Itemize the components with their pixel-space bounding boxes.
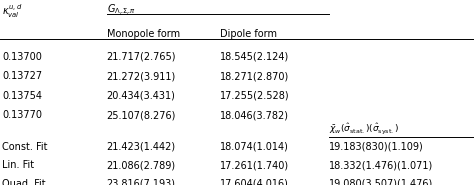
Text: 0.13754: 0.13754 <box>2 91 42 101</box>
Text: 21.272(3.911): 21.272(3.911) <box>107 71 176 81</box>
Text: 18.271(2.870): 18.271(2.870) <box>220 71 290 81</box>
Text: $\kappa^{u,d}_{val}$: $\kappa^{u,d}_{val}$ <box>2 3 23 20</box>
Text: 23.816(7.193): 23.816(7.193) <box>107 179 176 185</box>
Text: Const. Fit: Const. Fit <box>2 142 48 152</box>
Text: Quad. Fit: Quad. Fit <box>2 179 46 185</box>
Text: 18.074(1.014): 18.074(1.014) <box>220 142 289 152</box>
Text: 17.261(1.740): 17.261(1.740) <box>220 160 290 170</box>
Text: 0.13727: 0.13727 <box>2 71 43 81</box>
Text: 19.080(3.507)(1.476): 19.080(3.507)(1.476) <box>329 179 434 185</box>
Text: $\bar{\chi}_w(\hat{\sigma}_{\mathrm{stat.}})(\hat{\sigma}_{\mathrm{syst.}})$: $\bar{\chi}_w(\hat{\sigma}_{\mathrm{stat… <box>329 121 399 136</box>
Text: 25.107(8.276): 25.107(8.276) <box>107 110 176 120</box>
Text: 21.717(2.765): 21.717(2.765) <box>107 52 176 62</box>
Text: 21.423(1.442): 21.423(1.442) <box>107 142 176 152</box>
Text: 0.13700: 0.13700 <box>2 52 42 62</box>
Text: 18.046(3.782): 18.046(3.782) <box>220 110 290 120</box>
Text: 20.434(3.431): 20.434(3.431) <box>107 91 175 101</box>
Text: 17.604(4.016): 17.604(4.016) <box>220 179 289 185</box>
Text: 19.183(830)(1.109): 19.183(830)(1.109) <box>329 142 424 152</box>
Text: Lin. Fit: Lin. Fit <box>2 160 35 170</box>
Text: 0.13770: 0.13770 <box>2 110 42 120</box>
Text: Dipole form: Dipole form <box>220 29 277 39</box>
Text: 18.332(1.476)(1.071): 18.332(1.476)(1.071) <box>329 160 434 170</box>
Text: $G_{\Lambda_c \Sigma_c \pi}$: $G_{\Lambda_c \Sigma_c \pi}$ <box>107 3 135 18</box>
Text: 18.545(2.124): 18.545(2.124) <box>220 52 290 62</box>
Text: 17.255(2.528): 17.255(2.528) <box>220 91 290 101</box>
Text: 21.086(2.789): 21.086(2.789) <box>107 160 176 170</box>
Text: Monopole form: Monopole form <box>107 29 180 39</box>
